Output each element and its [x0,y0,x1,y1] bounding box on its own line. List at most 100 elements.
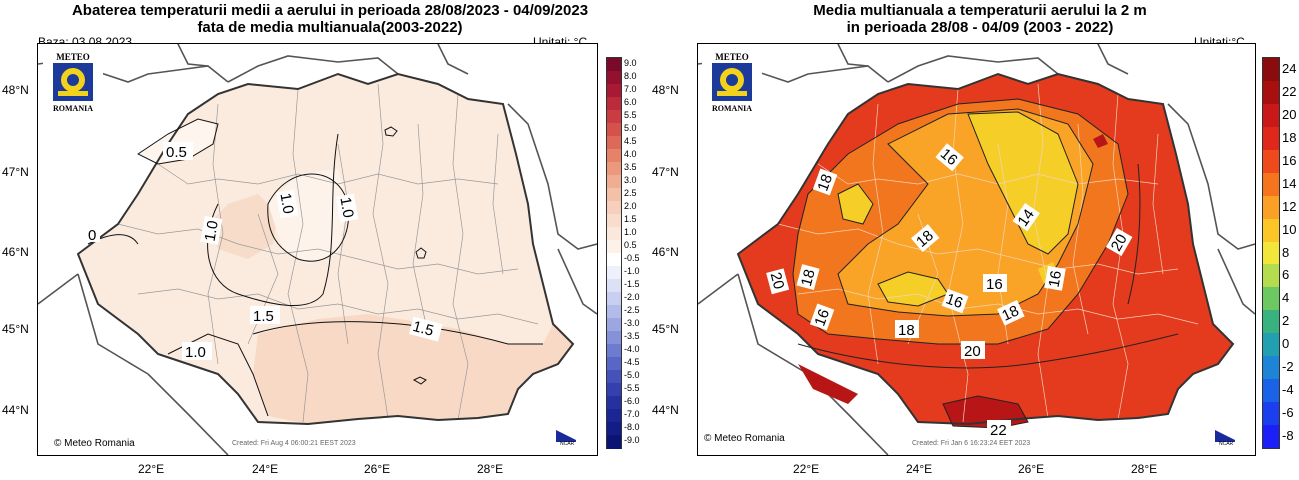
left-romania-border [76,72,575,426]
right-ncar-text: NCAR [1219,441,1234,447]
right-contour-label-0: 16 [935,143,964,172]
right-contour-label-text-3: 20 [767,271,788,292]
right-legend-swatch [1263,425,1279,449]
left-legend-swatch [607,409,621,423]
left-zone-1-5-south [253,314,573,424]
left-lon-label: 28°E [477,462,504,476]
left-contour-label-3: 1.0 [336,193,359,223]
left-legend-bar [606,57,622,449]
right-contour-label-text-1: 18 [814,172,836,193]
right-legend-swatch [1263,218,1279,243]
right-legend-label: -6 [1282,405,1294,421]
left-legend-label: 4.5 [624,136,637,146]
right-legend-swatch [1263,103,1279,128]
left-legend-swatch [607,84,621,98]
right-contour-label-text-12: 20 [964,343,981,360]
right-legend-label: 8 [1282,244,1290,260]
right-legend-label: 4 [1282,290,1290,306]
left-legend-swatch [607,292,621,306]
right-map-svg: 16 18 18 20 18 16 16 18 16 14 16 18 20 2… [698,44,1255,455]
left-map-svg: 0.5 1.0 1.0 1.0 0 1.5 1.5 1.0 [38,44,597,455]
left-title: Abaterea temperaturii medii a aerului in… [20,2,640,36]
left-legend-swatch [607,383,621,397]
left-legend-swatch [607,97,621,111]
right-lat-label: 44°N [652,403,679,417]
left-legend-swatch [607,162,621,176]
left-legend-label: -1.5 [624,279,640,289]
left-legend-label: 4.0 [624,149,637,159]
left-lat-label: 46°N [2,245,29,259]
left-contour-label-text-6: 1.5 [411,318,436,340]
right-legend-label: 0 [1282,336,1290,352]
right-legend-swatch [1263,379,1279,403]
right-legend-label: -4 [1282,382,1294,398]
left-legend-swatch [607,279,621,293]
left-created: Created: Fri Aug 4 06:00:21 EEST 2023 [232,440,356,447]
right-legend-label: -2 [1282,359,1294,375]
right-legend-swatch [1263,402,1279,426]
left-contours [87,118,543,417]
left-logo-omega-icon [58,68,88,96]
left-contour-label-2: 1.0 [200,215,223,245]
right-lon-label: 24°E [906,462,933,476]
left-legend-label: 1.0 [624,227,637,237]
left-legend-label: 7.0 [624,84,637,94]
right-zone-14c [838,184,873,224]
left-logo-bottom-text: ROMANIA [53,104,93,113]
left-zone-1-5-center [208,194,278,259]
left-legend-label: -5.5 [624,383,640,393]
right-contour-label-text-6: 16 [944,290,965,312]
left-legend-label: 9.0 [624,58,637,68]
left-logo-top-text: METEO [56,52,90,62]
left-legend-label: 1.5 [624,214,637,224]
right-legend-swatch [1263,172,1279,197]
right-lat-label: 45°N [652,322,679,336]
right-logo-bottom-text: ROMANIA [712,104,752,113]
left-legend-label: -0.5 [624,253,640,263]
right-zone-22-ne [1093,134,1108,148]
right-lat-label: 46°N [652,245,679,259]
left-legend-label: -3.5 [624,331,640,341]
right-legend-label: 14 [1282,175,1297,191]
right-legend-swatch [1263,58,1279,82]
right-contour-label-12: 20 [961,341,985,360]
right-ncar-icon [1215,430,1235,442]
left-legend-swatch [607,422,621,436]
left-legend-swatch [607,227,621,241]
left-legend-swatch [607,331,621,345]
right-logo: METEO ROMANIA [702,52,762,114]
left-map: 0.5 1.0 1.0 1.0 0 1.5 1.5 1.0 METEO ROMA… [37,43,598,456]
right-legend-label: 22 [1282,83,1297,99]
right-legend-label: 24 [1282,60,1297,76]
left-title-line1: Abaterea temperaturii medii a aerului in… [71,2,589,19]
right-legend-swatch [1263,287,1279,311]
left-legend-label: -4.5 [624,357,640,367]
left-logo-mark [53,63,93,101]
left-contour-label-0: 0.5 [163,142,193,161]
left-neighbor-borders [38,44,597,455]
right-title: Media multianuala a temperaturii aerului… [690,2,1270,36]
left-legend-label: 3.0 [624,175,637,185]
left-legend-swatch [607,318,621,332]
right-contour-label-text-8: 16 [811,307,833,328]
right-contour-label-text-7: 18 [999,302,1021,324]
right-contour-label-10: 16 [1044,265,1066,291]
right-legend-label: 12 [1282,198,1297,214]
left-legend-label: 5.5 [624,110,637,120]
right-legend-swatch [1263,126,1279,151]
right-legend: 24 22 20 18 16 14 12 10 8 6 4 2 0 -2 -4 -6 -8 [1262,57,1296,449]
left-legend-swatch [607,123,621,137]
left-lat-label: 44°N [2,403,29,417]
left-legend-label: -5.0 [624,370,640,380]
right-contour-label-5: 16 [983,274,1007,293]
right-contour-label-13: 20 [1105,227,1133,256]
left-legend-label: 8.0 [624,71,637,81]
right-logo-top-text: METEO [715,52,749,62]
left-legend-swatch [607,357,621,371]
left-legend-swatch [607,266,621,280]
right-contour-label-text-11: 18 [898,322,915,339]
right-contour-label-2: 18 [911,224,940,253]
right-title-line1: Media multianuala a temperaturii aerului… [813,2,1147,19]
left-legend-swatch [607,136,621,150]
left-legend-label: 2.5 [624,188,637,198]
